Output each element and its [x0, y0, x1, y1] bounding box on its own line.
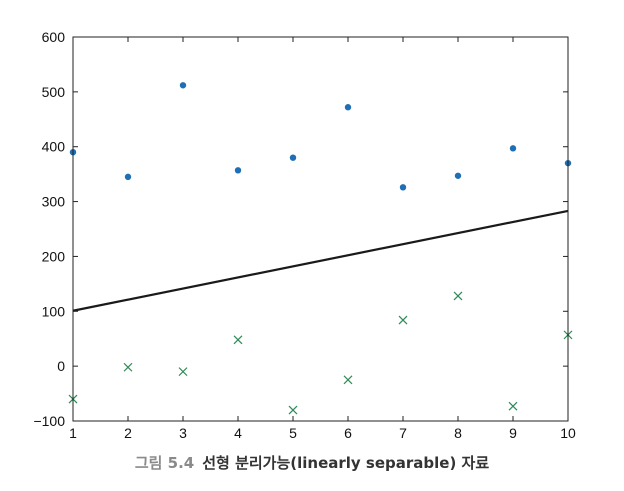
y-tick-label: 0 — [57, 358, 65, 374]
x-tick-label: 2 — [124, 425, 132, 441]
data-point-cross — [123, 362, 133, 372]
x-tick-label: 8 — [454, 425, 462, 441]
data-point-dot — [124, 173, 132, 181]
data-point-cross — [398, 315, 408, 325]
chart-marks — [68, 82, 573, 415]
data-point-dot — [234, 167, 242, 174]
x-tick-label: 5 — [289, 425, 297, 441]
cross-stroke — [398, 315, 408, 325]
data-point-cross — [288, 405, 298, 415]
cross-stroke — [233, 335, 243, 345]
cross-stroke — [343, 375, 353, 385]
data-point-dot — [289, 154, 297, 161]
decision-line — [72, 209, 569, 312]
data-point-cross — [178, 367, 188, 377]
figure-number: 그림 5.4 — [134, 454, 195, 472]
y-tick-label: −100 — [33, 413, 65, 429]
data-point-dot — [454, 172, 462, 179]
data-point-dot — [399, 184, 407, 191]
y-tick-label: 500 — [42, 84, 66, 100]
chart-axes: 1 2 3 4 5 6 7 8 9 10 −100 0 100 200 300 400 500 600 — [33, 29, 576, 441]
data-point-cross — [343, 375, 353, 385]
data-point-cross — [508, 401, 518, 411]
scatter-chart: 1 2 3 4 5 6 7 8 9 10 −100 0 100 200 300 400 500 600 — [33, 29, 576, 441]
cross-stroke — [508, 401, 518, 411]
x-tick-label: 7 — [399, 425, 407, 441]
data-point-cross — [233, 335, 243, 345]
data-point-dot — [179, 82, 187, 89]
x-tick-label: 3 — [179, 425, 187, 441]
cross-stroke — [178, 367, 188, 377]
data-point-dot — [509, 145, 517, 152]
data-point-cross — [453, 291, 463, 301]
y-tick-label: 200 — [42, 248, 66, 264]
y-tick-label: 100 — [42, 303, 66, 319]
figure-caption: 그림 5.4 선형 분리가능(linearly separable) 자료 — [0, 452, 624, 473]
plot-frame — [72, 36, 569, 422]
x-tick-label: 4 — [234, 425, 242, 441]
x-tick-label: 10 — [560, 425, 576, 441]
data-point-dot — [344, 104, 352, 111]
cross-stroke — [123, 362, 133, 372]
x-tick-label: 1 — [69, 425, 77, 441]
y-tick-label: 600 — [42, 29, 66, 45]
cross-stroke — [453, 291, 463, 301]
y-tick-label: 400 — [42, 139, 66, 155]
x-tick-label: 9 — [509, 425, 517, 441]
cross-stroke — [288, 405, 298, 415]
figure-title: 선형 분리가능(linearly separable) 자료 — [202, 454, 490, 472]
y-tick-label: 300 — [42, 194, 66, 210]
x-tick-label: 6 — [344, 425, 352, 441]
